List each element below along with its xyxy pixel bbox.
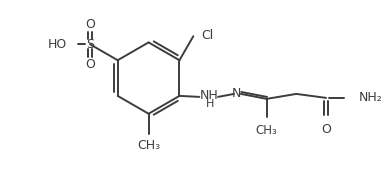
Text: HO: HO (48, 38, 67, 51)
Text: S: S (86, 38, 94, 51)
Text: O: O (321, 123, 331, 136)
Text: Cl: Cl (201, 29, 214, 42)
Text: O: O (85, 58, 95, 71)
Text: NH₂: NH₂ (359, 91, 382, 104)
Text: CH₃: CH₃ (137, 139, 160, 152)
Text: CH₃: CH₃ (256, 124, 277, 137)
Text: O: O (85, 18, 95, 31)
Text: N: N (232, 87, 241, 100)
Text: NH: NH (200, 89, 219, 102)
Text: H: H (206, 99, 214, 109)
